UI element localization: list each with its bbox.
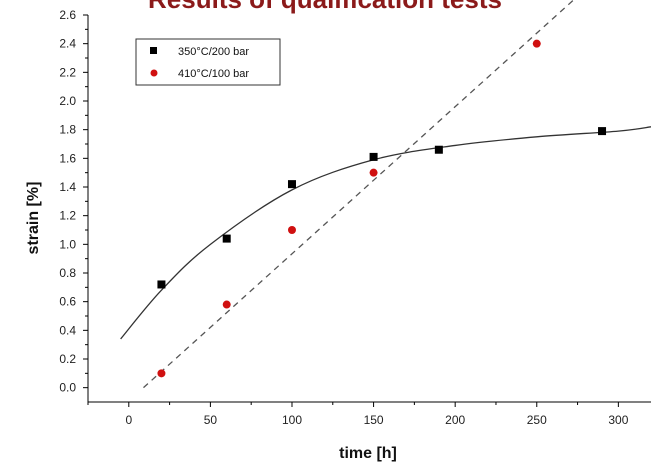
y-tick-label: 0.2 bbox=[59, 352, 76, 366]
data-point-series-1 bbox=[287, 180, 296, 189]
data-point-series-1 bbox=[598, 127, 607, 136]
axes: 0.0 0.2 0.4 0.6 0.8 1.0 1.2 1.4 1.6 1.8 2.0 2.2 2.4 2… bbox=[59, 8, 651, 427]
data-point-series-2 bbox=[222, 300, 231, 309]
y-axis-label: strain [%] bbox=[25, 182, 42, 255]
y-tick-label: 0.4 bbox=[59, 323, 76, 337]
y-tick-label: 0.8 bbox=[59, 266, 76, 280]
y-tick-label: 1.8 bbox=[59, 123, 76, 137]
data-point-series-2 bbox=[287, 226, 296, 234]
data-point-series-1 bbox=[369, 152, 378, 161]
y-tick-label: 1.0 bbox=[59, 237, 76, 251]
x-tick-label: 200 bbox=[445, 413, 465, 427]
legend-marker-series-2 bbox=[150, 69, 158, 77]
y-tick-label: 0.6 bbox=[59, 295, 76, 309]
y-tick-label: 1.6 bbox=[59, 151, 76, 165]
data-point-series-2 bbox=[369, 168, 378, 177]
y-tick-label: 2.0 bbox=[59, 94, 76, 108]
x-tick-label: 250 bbox=[527, 413, 547, 427]
fit-line-series-2 bbox=[143, 0, 575, 389]
fit-line-series-1 bbox=[120, 126, 651, 340]
data-point-series-1 bbox=[434, 145, 443, 154]
data-point-series-2 bbox=[532, 39, 541, 48]
y-tick-label: 1.4 bbox=[59, 180, 76, 194]
legend-label-series-1: 350°C/200 bar bbox=[178, 46, 249, 58]
data-point-series-1 bbox=[222, 234, 231, 243]
legend-box bbox=[135, 38, 281, 86]
chart-title: Results of qualification tests bbox=[148, 0, 502, 14]
legend: 350°C/200 bar 410°C/100 bar bbox=[135, 38, 281, 86]
data-point-series-2 bbox=[157, 369, 166, 378]
y-tick-label: 2.6 bbox=[59, 8, 76, 22]
data-point-series-1 bbox=[157, 280, 166, 289]
x-tick-label: 150 bbox=[364, 413, 384, 427]
x-axis-label: time [h] bbox=[339, 445, 397, 462]
y-tick-label: 2.2 bbox=[59, 65, 76, 79]
y-tick-label: 1.2 bbox=[59, 209, 76, 223]
x-tick-label: 300 bbox=[608, 413, 628, 427]
legend-label-series-2: 410°C/100 bar bbox=[178, 68, 249, 80]
x-tick-label: 50 bbox=[204, 413, 218, 427]
y-tick-label: 2.4 bbox=[59, 37, 76, 51]
data-marks bbox=[120, 0, 651, 389]
x-tick-label: 0 bbox=[125, 413, 132, 427]
y-tick-label: 0.0 bbox=[59, 381, 76, 395]
legend-marker-series-1 bbox=[150, 47, 157, 54]
x-tick-label: 100 bbox=[282, 413, 302, 427]
